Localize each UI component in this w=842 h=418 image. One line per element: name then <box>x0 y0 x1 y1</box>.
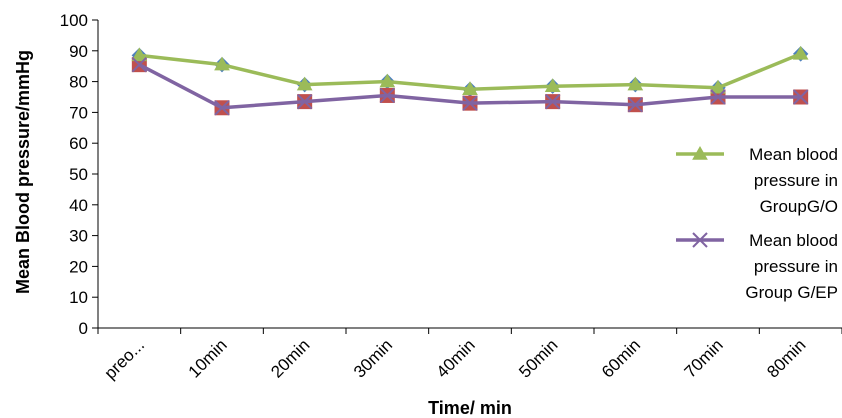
legend-label-line: Mean blood <box>749 231 838 250</box>
series-2-markers <box>131 56 809 116</box>
data-point <box>710 79 726 94</box>
series-layer <box>131 45 809 116</box>
legend-item-1: Mean blood pressure in GroupG/O <box>676 145 838 216</box>
x-tick-label: preo... <box>101 335 149 383</box>
data-point <box>214 100 230 116</box>
y-tick-label: 80 <box>69 73 88 92</box>
data-point <box>544 93 561 110</box>
legend-label-line: Group G/EP <box>745 283 838 302</box>
legend-label-line: GroupG/O <box>760 197 838 216</box>
x-tick-label: 70min <box>681 335 727 381</box>
data-point <box>710 89 726 105</box>
x-tick-label: 20min <box>267 335 313 381</box>
y-tick-label: 100 <box>60 11 88 30</box>
data-point <box>792 89 809 105</box>
y-tick-label: 40 <box>69 196 88 215</box>
data-point <box>214 56 230 71</box>
legend-label-line: pressure in <box>754 171 838 190</box>
x-tick-label: 60min <box>598 335 644 381</box>
x-tick-label: 40min <box>433 335 479 381</box>
x-axis-title: Time/ min <box>428 398 512 418</box>
data-point <box>296 93 313 110</box>
legend: Mean blood pressure in GroupG/O Mean blood p… <box>676 145 838 302</box>
y-tick-label: 60 <box>69 134 88 153</box>
y-tick-label: 20 <box>69 257 88 276</box>
y-tick-label: 50 <box>69 165 88 184</box>
x-tick-label: 50min <box>515 335 561 381</box>
data-point <box>131 56 148 73</box>
data-point <box>627 76 644 91</box>
x-tick-label: 10min <box>185 335 231 381</box>
data-point <box>296 76 313 91</box>
y-tick-label: 70 <box>69 103 88 122</box>
y-axis-title: Mean Blood pressure/mmHg <box>13 50 33 294</box>
legend-label-line: pressure in <box>754 257 838 276</box>
data-point <box>627 96 644 113</box>
data-point <box>544 78 561 92</box>
data-point <box>462 95 478 111</box>
y-axis-ticks: 0 10 20 30 40 50 60 70 80 90 100 <box>60 11 98 338</box>
data-point <box>379 73 396 88</box>
series-1-markers <box>131 45 809 96</box>
y-tick-label: 10 <box>69 288 88 307</box>
legend-label-line: Mean blood <box>749 145 838 164</box>
data-point <box>792 45 809 60</box>
data-point <box>379 87 396 104</box>
y-tick-label: 90 <box>69 42 88 61</box>
x-tick-label: 30min <box>350 335 396 381</box>
legend-item-2: Mean blood pressure in Group G/EP <box>676 231 838 302</box>
legend-swatch-marker <box>692 145 708 160</box>
y-tick-label: 30 <box>69 227 88 246</box>
data-point <box>131 47 148 62</box>
legend-swatch-marker <box>692 232 708 248</box>
data-point <box>462 81 478 96</box>
x-axis-ticks: preo... 10min 20min 30min 40min 50min 60min 70m… <box>97 328 842 383</box>
x-tick-label: 80min <box>763 335 809 381</box>
y-tick-label: 0 <box>79 319 88 338</box>
